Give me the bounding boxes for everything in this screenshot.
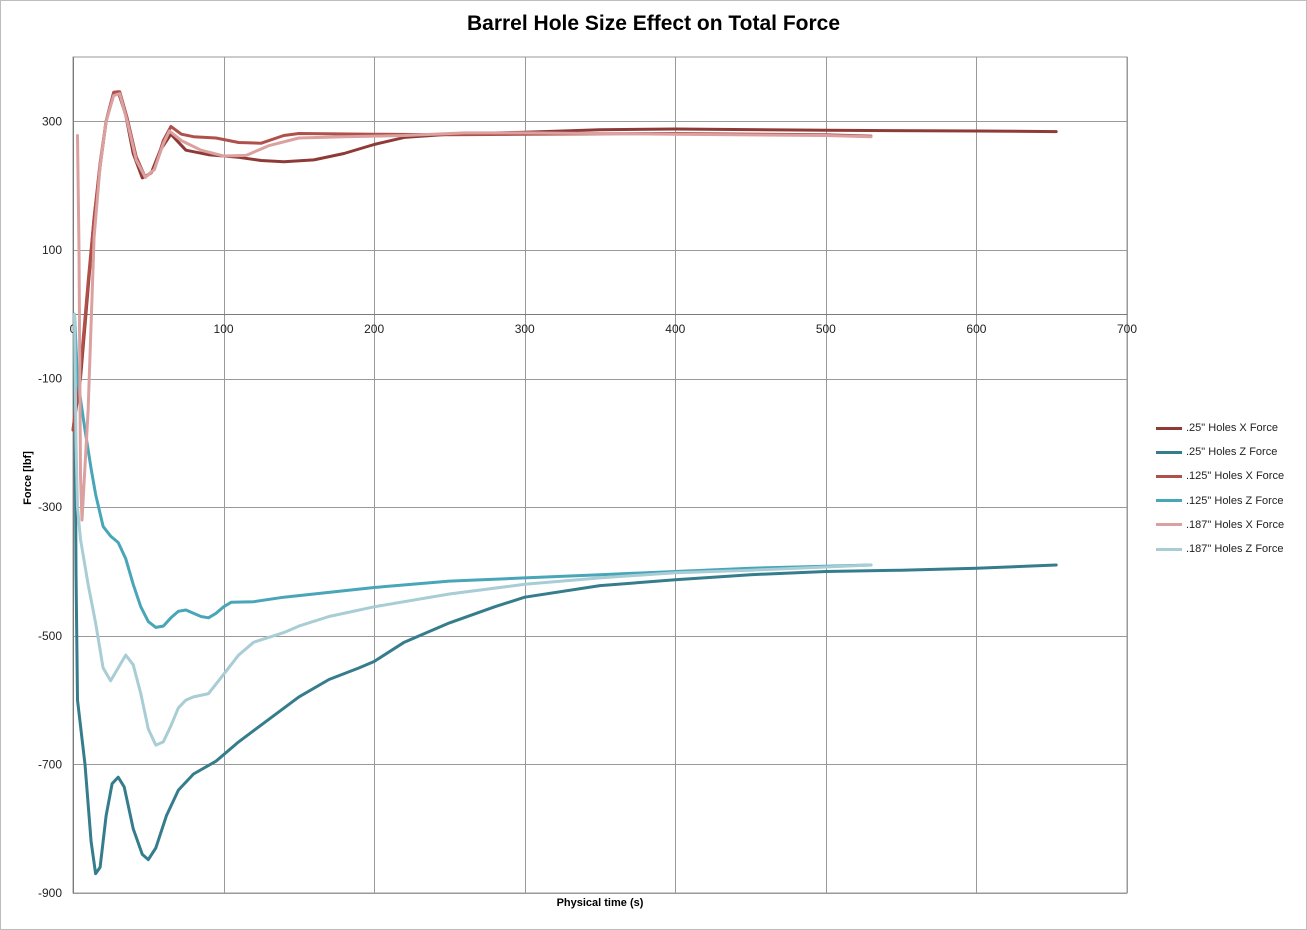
legend-swatch	[1156, 474, 1182, 478]
legend-label: .187" Holes Z Force	[1186, 543, 1284, 556]
legend-entry: .25" Holes Z Force	[1156, 440, 1284, 464]
legend-label: .25" Holes Z Force	[1186, 446, 1278, 459]
legend-swatch	[1156, 426, 1182, 430]
legend-entry: .187" Holes Z Force	[1156, 537, 1284, 561]
y-tick-label: -100	[38, 372, 62, 386]
series-line-4	[73, 312, 873, 629]
legend-entry: .125" Holes Z Force	[1156, 489, 1284, 513]
series-line-2	[73, 312, 1058, 876]
legend-swatch	[1156, 450, 1182, 454]
x-tick-label: 300	[515, 322, 535, 336]
chart-title: Barrel Hole Size Effect on Total Force	[466, 12, 841, 35]
y-tick-label: -500	[38, 629, 62, 643]
y-tick-label: -300	[38, 500, 62, 514]
legend-label: .125" Holes Z Force	[1186, 494, 1284, 507]
y-tick-label: -700	[38, 757, 62, 771]
legend-entry: .187" Holes X Force	[1156, 513, 1284, 537]
legend-label: .125" Holes X Force	[1186, 470, 1285, 483]
x-tick-label: 400	[665, 322, 685, 336]
legend-label: .187" Holes X Force	[1186, 518, 1285, 531]
legend: .25" Holes X Force .25" Holes Z Force .125…	[1156, 416, 1284, 561]
series-line-5	[76, 92, 873, 522]
y-axis-label: Force [lbf]	[22, 451, 34, 505]
x-tick-label: 700	[1117, 322, 1137, 336]
x-tick-label: 200	[364, 322, 384, 336]
plot-border	[72, 56, 1128, 894]
x-axis-label: Physical time (s)	[556, 897, 644, 909]
legend-swatch	[1156, 547, 1182, 551]
legend-swatch	[1156, 499, 1182, 503]
legend-entry: .125" Holes X Force	[1156, 464, 1284, 488]
y-tick-label: 100	[42, 243, 62, 257]
x-tick-label: 600	[966, 322, 986, 336]
x-tick-label: 100	[214, 322, 234, 336]
series-line-6	[73, 312, 873, 747]
y-tick-label: 300	[42, 114, 62, 128]
y-tick-label: -900	[38, 886, 62, 900]
legend-entry: .25" Holes X Force	[1156, 416, 1284, 440]
legend-label: .25" Holes X Force	[1186, 422, 1278, 435]
legend-swatch	[1156, 523, 1182, 527]
x-tick-label: 500	[816, 322, 836, 336]
